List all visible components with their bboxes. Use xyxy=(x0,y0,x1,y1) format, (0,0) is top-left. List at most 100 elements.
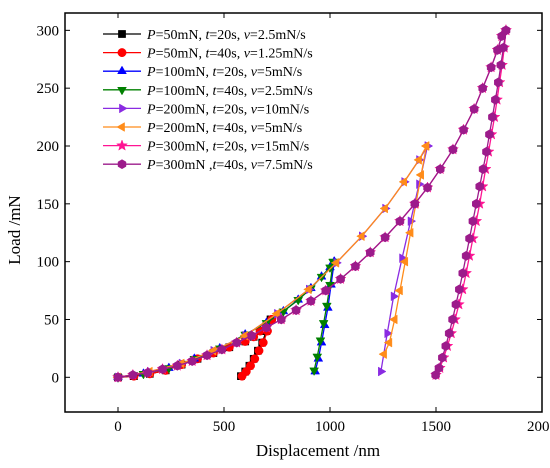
data-point-hexagon xyxy=(117,159,127,170)
series-line-loading xyxy=(117,29,507,378)
data-point-hexagon xyxy=(410,198,420,209)
data-point-triangle-left xyxy=(271,308,280,319)
series-line-loading xyxy=(117,145,428,378)
data-point-hexagon xyxy=(262,322,271,333)
data-point-triangle-left xyxy=(415,170,424,180)
legend-item: P=100mN, t=20s, v=5mN/s xyxy=(103,65,302,80)
series-5 xyxy=(112,141,430,383)
x-axis-title: Displacement /nm xyxy=(256,441,380,460)
legend-item: P=100mN, t=40s, v=2.5mN/s xyxy=(103,84,313,99)
data-point-hexagon xyxy=(475,181,484,192)
data-point-hexagon xyxy=(482,146,491,157)
data-point-triangle-right xyxy=(390,291,400,302)
data-point-hexagon xyxy=(366,247,375,258)
data-point-hexagon xyxy=(468,216,478,227)
data-point-hexagon xyxy=(173,360,182,371)
data-point-hexagon xyxy=(277,314,286,325)
data-point-hexagon xyxy=(436,164,445,175)
data-point-hexagon xyxy=(488,112,497,122)
data-point-hexagon xyxy=(458,268,467,279)
series-line-loading xyxy=(117,261,335,378)
data-point-hexagon xyxy=(128,370,138,380)
data-point-hexagon xyxy=(351,261,360,272)
data-point-triangle-down xyxy=(117,87,127,96)
data-point-triangle-left xyxy=(413,155,422,165)
legend-label: P=200mN, t=40s, v=5mN/s xyxy=(146,121,302,136)
y-tick-label: 50 xyxy=(44,312,59,328)
data-point-triangle-left xyxy=(383,337,393,348)
data-point-hexagon xyxy=(187,356,197,366)
data-point-hexagon xyxy=(461,250,471,261)
legend-label: P=200mN, t=20s, v=10mN/s xyxy=(146,102,309,117)
data-point-triangle-left xyxy=(398,177,407,187)
data-point-hexagon xyxy=(478,83,487,94)
data-point-hexagon xyxy=(232,337,241,348)
data-point-hexagon xyxy=(478,164,488,175)
x-tick-label: 1500 xyxy=(421,419,451,435)
legend-label: P=50mN, t=20s, v=2.5mN/s xyxy=(146,28,306,43)
data-point-hexagon xyxy=(444,328,454,339)
data-point-triangle-left xyxy=(378,349,387,360)
data-point-triangle-down xyxy=(321,302,332,312)
data-point-hexagon xyxy=(499,42,508,53)
data-point-circle xyxy=(258,338,268,348)
data-point-triangle-left xyxy=(389,314,398,325)
data-point-hexagon xyxy=(496,60,506,70)
data-point-hexagon xyxy=(306,296,316,306)
data-point-triangle-left xyxy=(116,122,125,132)
data-point-hexagon xyxy=(491,94,500,105)
data-point-hexagon xyxy=(395,216,405,227)
data-point-hexagon xyxy=(459,124,468,135)
data-point-triangle-up xyxy=(117,65,127,74)
data-point-triangle-right xyxy=(119,103,128,114)
data-point-circle xyxy=(254,346,264,356)
data-point-triangle-right xyxy=(384,328,393,339)
data-point-hexagon xyxy=(217,344,227,355)
data-point-triangle-left xyxy=(399,256,409,267)
x-tick-label: 1000 xyxy=(315,419,345,435)
data-point-triangle-left xyxy=(379,203,388,214)
data-point-circle xyxy=(237,371,247,381)
data-point-hexagon xyxy=(441,341,450,351)
data-point-hexagon xyxy=(380,232,390,243)
data-point-triangle-left xyxy=(356,231,365,242)
data-point-triangle-down xyxy=(318,320,329,329)
data-point-hexagon xyxy=(472,198,481,209)
legend-item: P=200mN, t=40s, v=5mN/s xyxy=(103,121,302,136)
legend-label: P=100mN, t=20s, v=5mN/s xyxy=(146,65,302,80)
data-point-triangle-down xyxy=(315,337,326,346)
series-1 xyxy=(113,315,277,382)
data-point-circle xyxy=(117,48,127,58)
data-point-hexagon xyxy=(448,314,457,325)
data-point-hexagon xyxy=(455,284,464,295)
data-point-hexagon xyxy=(465,233,474,244)
legend: P=50mN, t=20s, v=2.5mN/s P=50mN, t=40s, v… xyxy=(103,28,313,173)
series-2 xyxy=(113,256,340,381)
data-point-square xyxy=(118,30,126,38)
y-tick-label: 150 xyxy=(37,197,60,213)
y-tick-label: 300 xyxy=(37,23,60,39)
y-tick-label: 250 xyxy=(37,81,60,97)
legend-label: P=300mN ,t=40s, v=7.5mN/s xyxy=(146,158,313,173)
data-point-star xyxy=(115,139,129,151)
data-point-hexagon xyxy=(501,25,511,36)
legend-label: P=100mN, t=40s, v=2.5mN/s xyxy=(146,84,313,99)
data-point-hexagon xyxy=(336,274,345,284)
data-point-hexagon xyxy=(448,144,458,155)
y-tick-label: 0 xyxy=(52,370,60,386)
legend-item: P=300mN ,t=40s, v=7.5mN/s xyxy=(103,158,313,173)
data-point-triangle-left xyxy=(404,227,414,238)
series-4 xyxy=(115,141,434,383)
data-point-hexagon xyxy=(423,182,432,193)
x-tick-label: 500 xyxy=(213,419,236,435)
legend-label: P=50mN, t=40s, v=1.25mN/s xyxy=(146,47,313,62)
data-point-hexagon xyxy=(247,330,256,341)
y-tick-label: 200 xyxy=(37,139,60,155)
plot-frame xyxy=(64,12,543,413)
data-point-hexagon xyxy=(494,77,503,88)
data-point-triangle-left xyxy=(330,257,340,268)
x-tick-label: 0 xyxy=(114,419,122,435)
data-point-hexagon xyxy=(202,350,212,361)
